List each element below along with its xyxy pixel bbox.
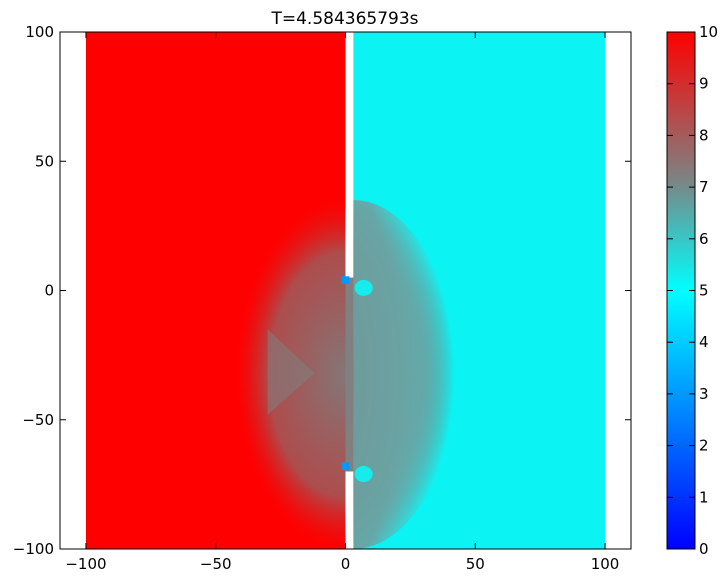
y-tick-label: −100 [13, 540, 54, 558]
low-value-spot [341, 462, 350, 471]
heatmap-area [85, 32, 606, 549]
low-value-spot [341, 276, 350, 285]
x-tick-label: −50 [200, 555, 232, 573]
mixing-zone-right [353, 200, 455, 549]
cyan-halo [354, 279, 373, 296]
y-tick-label: 100 [25, 23, 54, 41]
wall-lower [345, 471, 354, 549]
cyan-halo [354, 466, 373, 483]
colorbar-axis: 0 1 2 3 4 5 6 7 8 9 10 [667, 23, 718, 558]
wall-upper [345, 32, 354, 278]
colorbar-tick-label: 3 [699, 385, 709, 403]
colorbar-tick-label: 2 [699, 437, 709, 455]
x-axis: −100 −50 0 50 100 [65, 32, 619, 573]
colorbar-tick-label: 4 [699, 333, 709, 351]
y-tick-label: 0 [44, 282, 54, 300]
x-tick-label: 0 [341, 555, 351, 573]
colorbar-tick-label: 0 [699, 540, 709, 558]
colorbar-tick-label: 6 [699, 230, 709, 248]
x-tick-label: 100 [591, 555, 620, 573]
chart-title: T=4.584365793s [270, 9, 418, 29]
colorbar-tick-label: 5 [699, 282, 709, 300]
x-tick-label: −100 [65, 555, 106, 573]
wall-opening [345, 277, 354, 472]
colorbar-tick-label: 1 [699, 488, 709, 506]
colorbar-tick-label: 8 [699, 126, 709, 144]
colorbar-tick-label: 9 [699, 75, 709, 93]
x-tick-label: 50 [466, 555, 485, 573]
y-tick-label: 50 [35, 152, 54, 170]
mixing-zone-right-group [353, 200, 455, 549]
y-tick-label: −50 [22, 411, 54, 429]
colorbar-tick-label: 10 [699, 23, 718, 41]
y-axis: −100 −50 0 50 100 [13, 23, 631, 558]
mixing-core [267, 329, 315, 415]
colorbar-tick-label: 7 [699, 178, 709, 196]
